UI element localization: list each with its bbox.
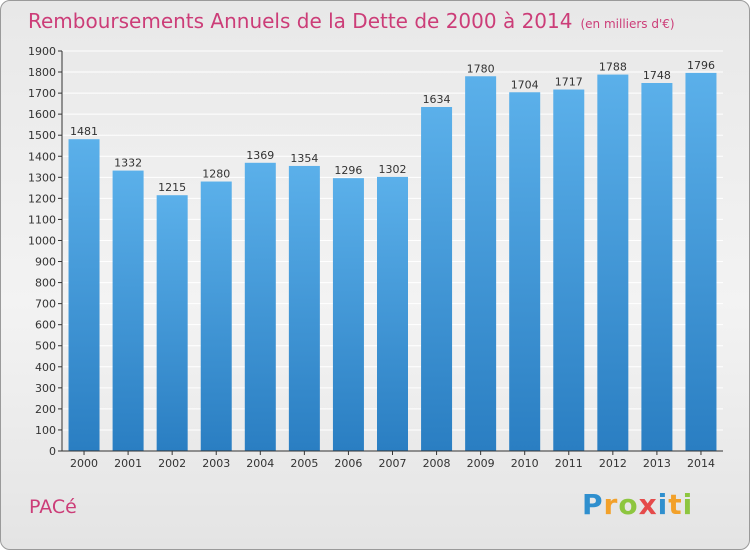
x-tick-label: 2013 [643,457,671,470]
bar [156,195,188,451]
x-tick-label: 2012 [599,457,627,470]
y-tick-label: 800 [35,277,56,290]
chart-title-text: Remboursements Annuels de la Dette de 20… [28,9,573,33]
bar [597,74,629,451]
logo-letter: x [638,488,658,521]
bar [421,107,453,451]
x-tick-label: 2000 [70,457,98,470]
data-label: 1302 [379,163,407,176]
x-tick-label: 2003 [202,457,230,470]
bar [68,139,100,452]
y-tick-label: 1700 [28,87,56,100]
y-tick-label: 1800 [28,66,56,79]
x-tick-label: 2001 [114,457,142,470]
y-tick-label: 0 [49,445,56,458]
data-label: 1634 [423,93,451,106]
data-label: 1369 [246,149,274,162]
y-tick-label: 1400 [28,150,56,163]
data-label: 1296 [334,164,362,177]
bar [200,181,232,452]
x-tick-label: 2007 [379,457,407,470]
data-label: 1796 [687,59,715,72]
x-tick-label: 2006 [334,457,362,470]
logo-letter: o [618,488,639,521]
data-label: 1481 [70,125,98,138]
x-tick-label: 2014 [687,457,715,470]
y-tick-label: 900 [35,256,56,269]
y-tick-label: 700 [35,298,56,311]
y-tick-label: 1200 [28,192,56,205]
data-label: 1748 [643,69,671,82]
y-tick-label: 1500 [28,129,56,142]
logo-letter: i [657,488,669,521]
bar [332,178,364,451]
y-tick-label: 1900 [28,45,56,58]
x-tick-label: 2010 [511,457,539,470]
logo-letter: i [682,488,694,521]
x-tick-label: 2005 [290,457,318,470]
y-tick-label: 1000 [28,234,56,247]
y-tick-label: 1300 [28,171,56,184]
x-tick-label: 2009 [467,457,495,470]
data-label: 1332 [114,157,142,170]
chart-title: Remboursements Annuels de la Dette de 20… [28,9,675,33]
data-label: 1788 [599,61,627,74]
x-tick-label: 2011 [555,457,583,470]
y-tick-label: 300 [35,382,56,395]
place-name: PACé [29,496,77,518]
logo-letter: r [603,488,619,521]
data-label: 1280 [202,168,230,181]
y-tick-label: 1100 [28,213,56,226]
logo-letter: t [668,488,683,521]
y-tick-label: 400 [35,361,56,374]
y-tick-label: 600 [35,319,56,332]
data-label: 1354 [290,152,318,165]
x-tick-label: 2004 [246,457,274,470]
bar [465,76,497,452]
data-label: 1215 [158,181,186,194]
bar [685,72,717,451]
data-label: 1704 [511,78,539,91]
bar [112,170,144,451]
data-label: 1780 [467,62,495,75]
bar [509,92,541,452]
y-tick-label: 200 [35,403,56,416]
chart-unit-note: (en milliers d'€) [580,17,675,31]
x-tick-label: 2002 [158,457,186,470]
bar [244,162,276,451]
bar [288,165,320,451]
y-tick-label: 100 [35,424,56,437]
data-label: 1717 [555,76,583,89]
logo-letter: P [582,488,604,521]
bar [553,89,585,452]
proxiti-logo: Proxiti [582,488,693,521]
y-tick-label: 500 [35,340,56,353]
y-tick-label: 1600 [28,108,56,121]
x-tick-label: 2008 [423,457,451,470]
bar [641,83,673,451]
bar [377,176,408,452]
